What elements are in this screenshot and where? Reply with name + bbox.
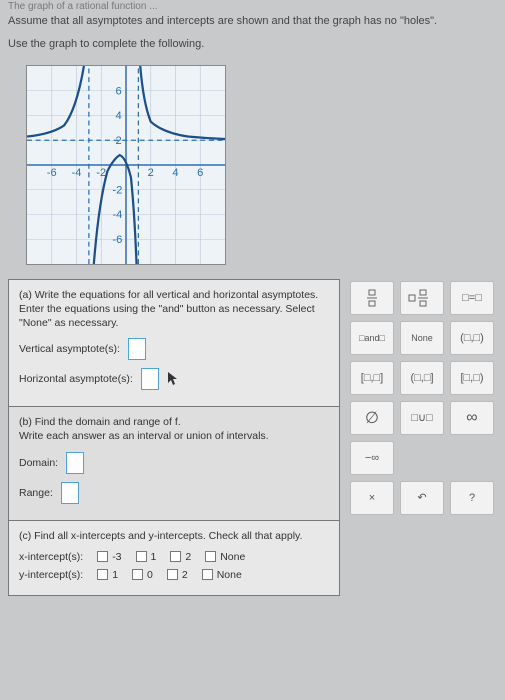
part-b-prompt-sub: Write each answer as an interval or unio… <box>19 430 269 442</box>
part-b-prompt: (b) Find the domain and range of f. Writ… <box>19 415 329 443</box>
svg-text:2: 2 <box>115 135 121 147</box>
range-input[interactable] <box>61 482 79 504</box>
x-opt-0-check[interactable] <box>97 551 108 562</box>
key-mixed-fraction[interactable] <box>400 281 444 315</box>
range-label: Range: <box>19 487 53 499</box>
y-opt-3-check[interactable] <box>202 569 213 580</box>
svg-text:2: 2 <box>148 167 154 179</box>
key-and[interactable]: □and□ <box>350 321 394 355</box>
svg-text:-6: -6 <box>47 167 57 179</box>
y-opt-2: 2 <box>182 569 188 581</box>
key-ordered-pair[interactable]: (□,□) <box>450 321 494 355</box>
svg-text:6: 6 <box>197 167 203 179</box>
y-opt-2-check[interactable] <box>167 569 178 580</box>
questions-panel: (a) Write the equations for all vertical… <box>8 279 340 596</box>
svg-text:4: 4 <box>115 110 121 122</box>
header-line2: Use the graph to complete the following. <box>8 37 497 52</box>
key-empty-set[interactable]: ∅ <box>350 401 394 435</box>
part-b-prompt-main: (b) Find the domain and range of f. <box>19 416 181 428</box>
header-line1: Assume that all asymptotes and intercept… <box>8 14 497 29</box>
x-opt-1: 1 <box>151 551 157 563</box>
svg-text:-2: -2 <box>96 167 106 179</box>
x-opt-3: None <box>220 551 245 563</box>
x-opt-0: -3 <box>112 551 121 563</box>
svg-text:6: 6 <box>115 85 121 97</box>
domain-input[interactable] <box>66 452 84 474</box>
key-none[interactable]: None <box>400 321 444 355</box>
svg-text:-4: -4 <box>72 167 82 179</box>
vertical-asymptote-label: Vertical asymptote(s): <box>19 343 120 355</box>
y-opt-3: None <box>217 569 242 581</box>
svg-text:-2: -2 <box>112 184 122 196</box>
key-closed-closed[interactable]: [□,□] <box>350 361 394 395</box>
part-b: (b) Find the domain and range of f. Writ… <box>9 407 339 520</box>
vertical-asymptote-input[interactable] <box>128 338 146 360</box>
header-line0: The graph of a rational function ... <box>8 0 497 14</box>
key-fraction[interactable] <box>350 281 394 315</box>
key-equals[interactable]: □=□ <box>450 281 494 315</box>
x-intercept-label: x-intercept(s): <box>19 551 83 563</box>
key-open-closed[interactable]: (□,□] <box>400 361 444 395</box>
key-closed-open[interactable]: [□,□) <box>450 361 494 395</box>
key-undo[interactable]: ↶ <box>400 481 444 515</box>
part-c: (c) Find all x-intercepts and y-intercep… <box>9 521 339 595</box>
part-c-prompt: (c) Find all x-intercepts and y-intercep… <box>19 529 329 543</box>
x-opt-2-check[interactable] <box>170 551 181 562</box>
y-opt-1-check[interactable] <box>132 569 143 580</box>
key-neg-infinity[interactable]: −∞ <box>350 441 394 475</box>
part-a: (a) Write the equations for all vertical… <box>9 280 339 408</box>
svg-text:-6: -6 <box>112 234 122 246</box>
key-clear[interactable]: × <box>350 481 394 515</box>
horizontal-asymptote-input[interactable] <box>141 368 159 390</box>
key-help[interactable]: ? <box>450 481 494 515</box>
y-opt-0: 1 <box>112 569 118 581</box>
svg-text:-4: -4 <box>112 209 122 221</box>
x-opt-2: 2 <box>185 551 191 563</box>
key-union[interactable]: □∪□ <box>400 401 444 435</box>
cursor-icon <box>167 371 179 387</box>
math-keypad: □=□ □and□None(□,□) [□,□](□,□][□,□) ∅□∪□∞ −∞ ×… <box>350 279 497 515</box>
y-opt-0-check[interactable] <box>97 569 108 580</box>
y-opt-1: 0 <box>147 569 153 581</box>
function-graph: -6 -4 -2 2 4 6 6 4 2 -2 -4 -6 <box>26 65 226 265</box>
y-intercept-label: y-intercept(s): <box>19 569 83 581</box>
domain-label: Domain: <box>19 457 58 469</box>
key-infinity[interactable]: ∞ <box>450 401 494 435</box>
x-opt-1-check[interactable] <box>136 551 147 562</box>
part-a-prompt: (a) Write the equations for all vertical… <box>19 288 329 331</box>
x-opt-3-check[interactable] <box>205 551 216 562</box>
svg-text:4: 4 <box>172 167 178 179</box>
horizontal-asymptote-label: Horizontal asymptote(s): <box>19 373 133 385</box>
